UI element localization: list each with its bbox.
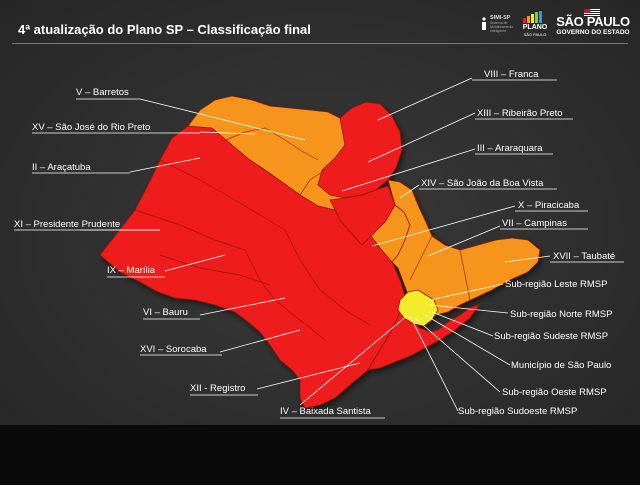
label-presidente-prudente: XI – Presidente Prudente (14, 219, 121, 230)
label-franca: VIII – Franca (484, 69, 539, 80)
leader-bauru (199, 297, 286, 316)
sao-paulo-state-logo: SÃO PAULO GOVERNO DO ESTADO (554, 9, 632, 41)
label-taubate: XVII – Taubaté (553, 251, 616, 262)
simi-sp-subtitle: Sistema de Monitoramento Inteligente (490, 21, 514, 33)
leader-rio-preto (199, 131, 256, 135)
label-rmsp-sudoeste: Sub-região Sudoeste RMSP (458, 406, 578, 417)
bottom-bar (0, 425, 640, 485)
logo-block: SIMI-SP Sistema de Monitoramento Intelig… (478, 9, 632, 41)
label-bauru: VI – Bauru (143, 307, 188, 318)
leader-barretos (139, 98, 306, 141)
label-sao-joao-boa-vista: XIV – São João da Boa Vista (421, 178, 544, 189)
label-sao-jose-rio-preto: XV – São José do Rio Preto (32, 122, 151, 133)
label-piracicaba: X – Piracicaba (518, 200, 580, 211)
sp-flag-icon (584, 9, 600, 16)
label-barretos: V – Barretos (76, 87, 129, 98)
leader-piracicaba (371, 205, 516, 247)
leader-rmsp-norte (429, 304, 509, 314)
simi-sp-logo: SIMI-SP Sistema de Monitoramento Intelig… (478, 11, 516, 41)
leader-registro (256, 362, 361, 390)
sp-state-subtitle: GOVERNO DO ESTADO (556, 29, 630, 36)
label-municipio-sao-paulo: Município de São Paulo (511, 360, 612, 371)
label-marilia: IX – Marília (107, 265, 156, 276)
title-divider (12, 43, 628, 44)
leader-ribeirao (367, 112, 476, 163)
plano-sp-logo: PLANO SÃO PAULO (520, 9, 550, 41)
region-orange-east[interactable] (387, 179, 541, 317)
plano-name: PLANO (522, 24, 548, 31)
page-title: 4ª atualização do Plano SP – Classificaç… (18, 22, 311, 37)
region-red-franca[interactable] (317, 101, 403, 199)
leader-taubate (504, 255, 551, 263)
plano-subtitle: SÃO PAULO (523, 32, 547, 37)
leader-sorocaba (219, 329, 301, 353)
leader-sao-joao (399, 184, 420, 199)
leader-aracatuba (129, 157, 201, 173)
label-registro: XII - Registro (190, 383, 246, 394)
leader-rmsp-sudeste (431, 311, 494, 337)
leader-rmsp-sudoeste (409, 315, 459, 412)
label-rmsp-sudeste: Sub-região Sudeste RMSP (494, 331, 609, 342)
label-aracatuba: II – Araçatuba (32, 162, 91, 173)
label-rmsp-leste: Sub-região Leste RMSP (505, 279, 608, 290)
leader-rmsp-leste (429, 283, 504, 301)
simi-sp-name: SIMI-SP (490, 15, 511, 21)
leader-marilia (164, 254, 226, 272)
label-rmsp-oeste: Sub-região Oeste RMSP (502, 387, 607, 398)
label-baixada-santista: IV – Baixada Santista (280, 406, 371, 417)
label-rmsp-norte: Sub-região Norte RMSP (510, 309, 613, 320)
leader-araraquara (341, 148, 476, 192)
simi-mark-icon (482, 17, 486, 30)
label-araraquara: III – Araraquara (477, 143, 543, 154)
plano-bars-icon (523, 11, 542, 23)
label-campinas: VII – Campinas (502, 218, 567, 229)
label-ribeirao-preto: XIII – Ribeirão Preto (477, 108, 563, 119)
leader-baixada (299, 314, 409, 406)
leader-franca (377, 77, 473, 121)
sp-state-name: SÃO PAULO (556, 14, 630, 29)
leader-rmsp-oeste (414, 317, 501, 393)
leader-municipio-sp (424, 314, 511, 366)
leader-campinas (427, 225, 501, 257)
label-sorocaba: XVI – Sorocaba (140, 344, 207, 355)
region-red-araraquara[interactable] (329, 185, 396, 246)
